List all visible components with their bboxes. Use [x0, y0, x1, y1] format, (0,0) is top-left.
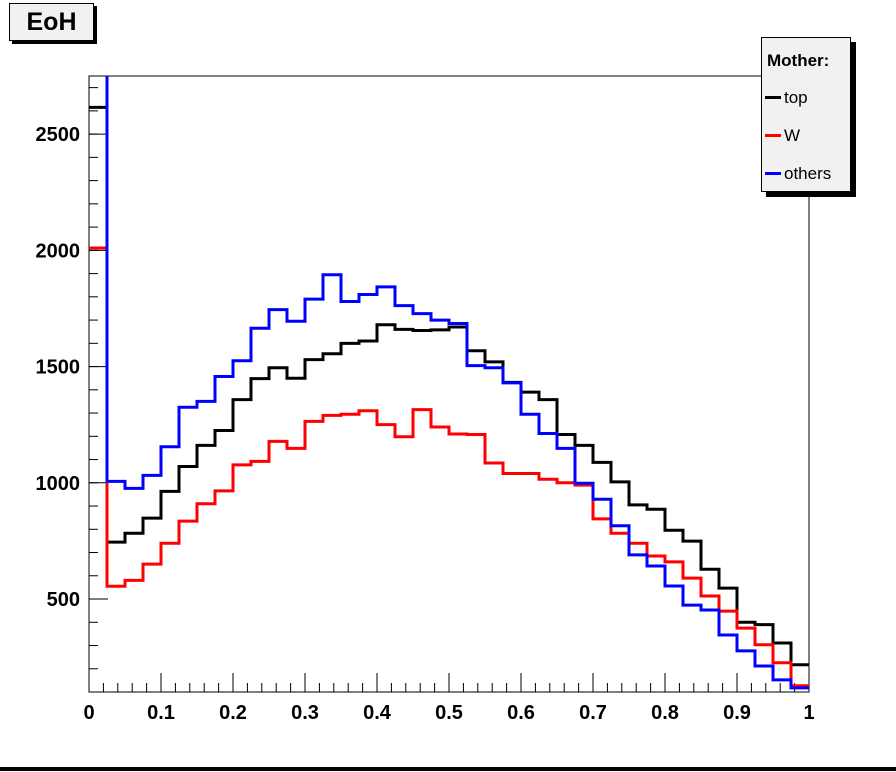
- histogram-top[interactable]: [89, 105, 809, 667]
- axis-labels: 0 0.1 0.2 0.3 0.4 0.5 0.6 0.7 0.8 0.9 150010001500…: [36, 124, 815, 724]
- x-axis-label: 0.8: [651, 702, 679, 724]
- y-axis-label: 2000: [36, 240, 81, 262]
- x-axis-label: 0: [83, 702, 94, 724]
- y-axis-label: 2500: [36, 124, 81, 146]
- y-axis-label: 500: [47, 589, 80, 611]
- legend-entry-others: others: [762, 164, 850, 184]
- y-axis-label: 1000: [36, 473, 81, 495]
- legend[interactable]: Mother: top W others: [761, 37, 851, 192]
- title-pave[interactable]: EoH: [9, 3, 94, 41]
- page-title: EoH: [26, 7, 77, 36]
- histogram-others[interactable]: [89, 18, 809, 690]
- plot-frame: [88, 75, 810, 693]
- legend-label-top: top: [784, 88, 808, 107]
- x-axis-label: 0.4: [363, 702, 392, 724]
- x-axis-label: 0.2: [219, 702, 247, 724]
- legend-header: Mother:: [767, 51, 830, 70]
- legend-label-w: W: [784, 126, 801, 145]
- x-axis-label: 0.3: [291, 702, 319, 724]
- x-axis-label: 0.9: [723, 702, 751, 724]
- legend-line-black-icon: [765, 96, 781, 99]
- x-axis-label: 0.6: [507, 702, 535, 724]
- window-bottom-strip: [0, 767, 896, 771]
- y-axis-label: 1500: [36, 357, 81, 379]
- legend-label-others: others: [784, 164, 832, 183]
- x-axis-label: 0.5: [435, 702, 463, 724]
- legend-entry-w: W: [762, 126, 850, 146]
- x-axis-label: 0.7: [579, 702, 607, 724]
- legend-entry-top: top: [762, 88, 850, 108]
- histogram-W[interactable]: [89, 246, 809, 688]
- x-axis-label: 0.1: [147, 702, 175, 724]
- legend-line-blue-icon: [765, 172, 781, 175]
- x-axis-label: 1: [803, 702, 814, 724]
- axis-ticks: [88, 87, 810, 692]
- legend-line-red-icon: [765, 134, 781, 137]
